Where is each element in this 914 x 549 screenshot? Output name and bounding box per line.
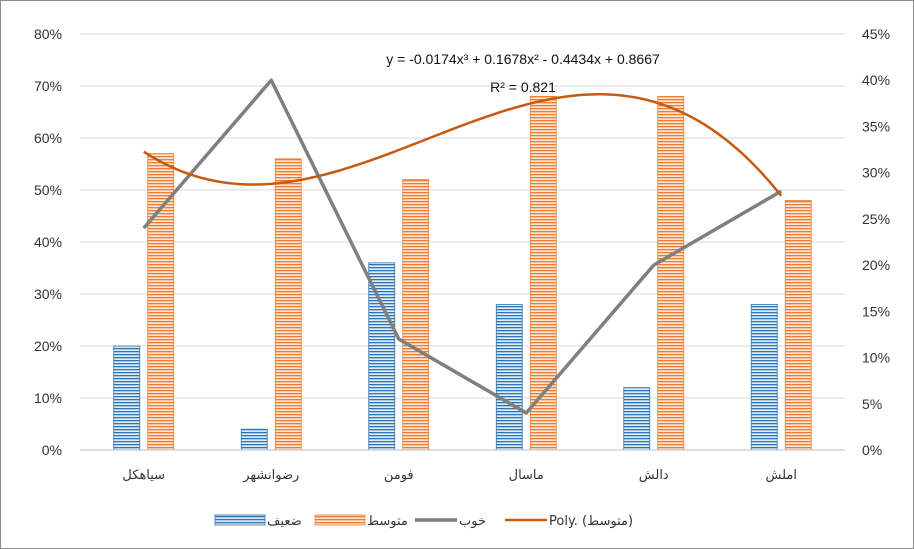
gridlines — [80, 33, 845, 399]
right-axis-tick-label: 45% — [862, 26, 890, 42]
legend-item: Poly. (متوسط) — [505, 514, 633, 529]
left-axis-tick-label: 0% — [42, 442, 62, 458]
legend: ضعیف متوسط خوب Poly. (متوسط) — [214, 514, 633, 529]
bar-medium — [529, 96, 557, 451]
category-label: سیاهکل — [122, 468, 165, 483]
category-label: رضوانشهر — [242, 468, 299, 483]
trendline-r2: R² = 0.821 — [490, 79, 556, 95]
bar-weak — [623, 387, 651, 451]
left-axis-tick-label: 70% — [34, 78, 62, 94]
right-axis-tick-label: 10% — [862, 350, 890, 366]
legend-item: خوب — [415, 514, 486, 529]
right-axis-tick-label: 15% — [862, 303, 890, 319]
legend-label: Poly. (متوسط) — [549, 514, 633, 529]
left-axis-tick-label: 20% — [34, 338, 62, 354]
bar-medium — [784, 199, 812, 451]
bar-weak — [495, 303, 523, 451]
line-series — [142, 78, 783, 415]
bar-weak — [240, 428, 268, 451]
legend-item: متوسط — [314, 514, 408, 529]
line-series-good — [142, 78, 783, 415]
poly-trendline — [143, 93, 783, 197]
legend-label: خوب — [459, 514, 486, 529]
bar-weak — [368, 262, 396, 451]
right-axis-tick-label: 0% — [862, 442, 882, 458]
bar-weak — [113, 345, 141, 451]
legend-label: متوسط — [367, 514, 408, 529]
bar-medium — [274, 158, 302, 451]
legend-swatch — [314, 514, 366, 526]
axes: 0% 10% 20% 30% 40% 50% 60% 70% 80% 0% 5% 10% 15% 20% 2… — [34, 26, 890, 483]
legend-item: ضعیف — [214, 514, 302, 529]
left-axis-tick-label: 10% — [34, 390, 62, 406]
left-axis-tick-label: 60% — [34, 130, 62, 146]
right-axis-tick-label: 5% — [862, 396, 882, 412]
legend-swatch — [214, 514, 266, 526]
right-axis-tick-label: 30% — [862, 165, 890, 181]
right-axis-tick-label: 35% — [862, 118, 890, 134]
category-label: دالش — [639, 468, 669, 483]
right-axis-tick-label: 40% — [862, 72, 890, 88]
bar-series — [113, 96, 812, 451]
right-axis-tick-label: 25% — [862, 211, 890, 227]
category-label: املش — [766, 468, 797, 483]
bar-weak — [750, 303, 778, 451]
left-axis-tick-label: 50% — [34, 182, 62, 198]
right-axis-tick-label: 20% — [862, 257, 890, 273]
left-axis-tick-label: 80% — [34, 26, 62, 42]
legend-label: ضعیف — [267, 514, 302, 529]
category-label: فومن — [384, 468, 414, 483]
left-axis-tick-label: 40% — [34, 234, 62, 250]
bar-medium — [402, 179, 430, 451]
bar-medium — [657, 96, 685, 451]
left-axis-tick-label: 30% — [34, 286, 62, 302]
trendline-equation: y = -0.0174x³ + 0.1678x² - 0.4434x + 0.8… — [386, 51, 660, 67]
category-label: ماسال — [509, 468, 544, 483]
